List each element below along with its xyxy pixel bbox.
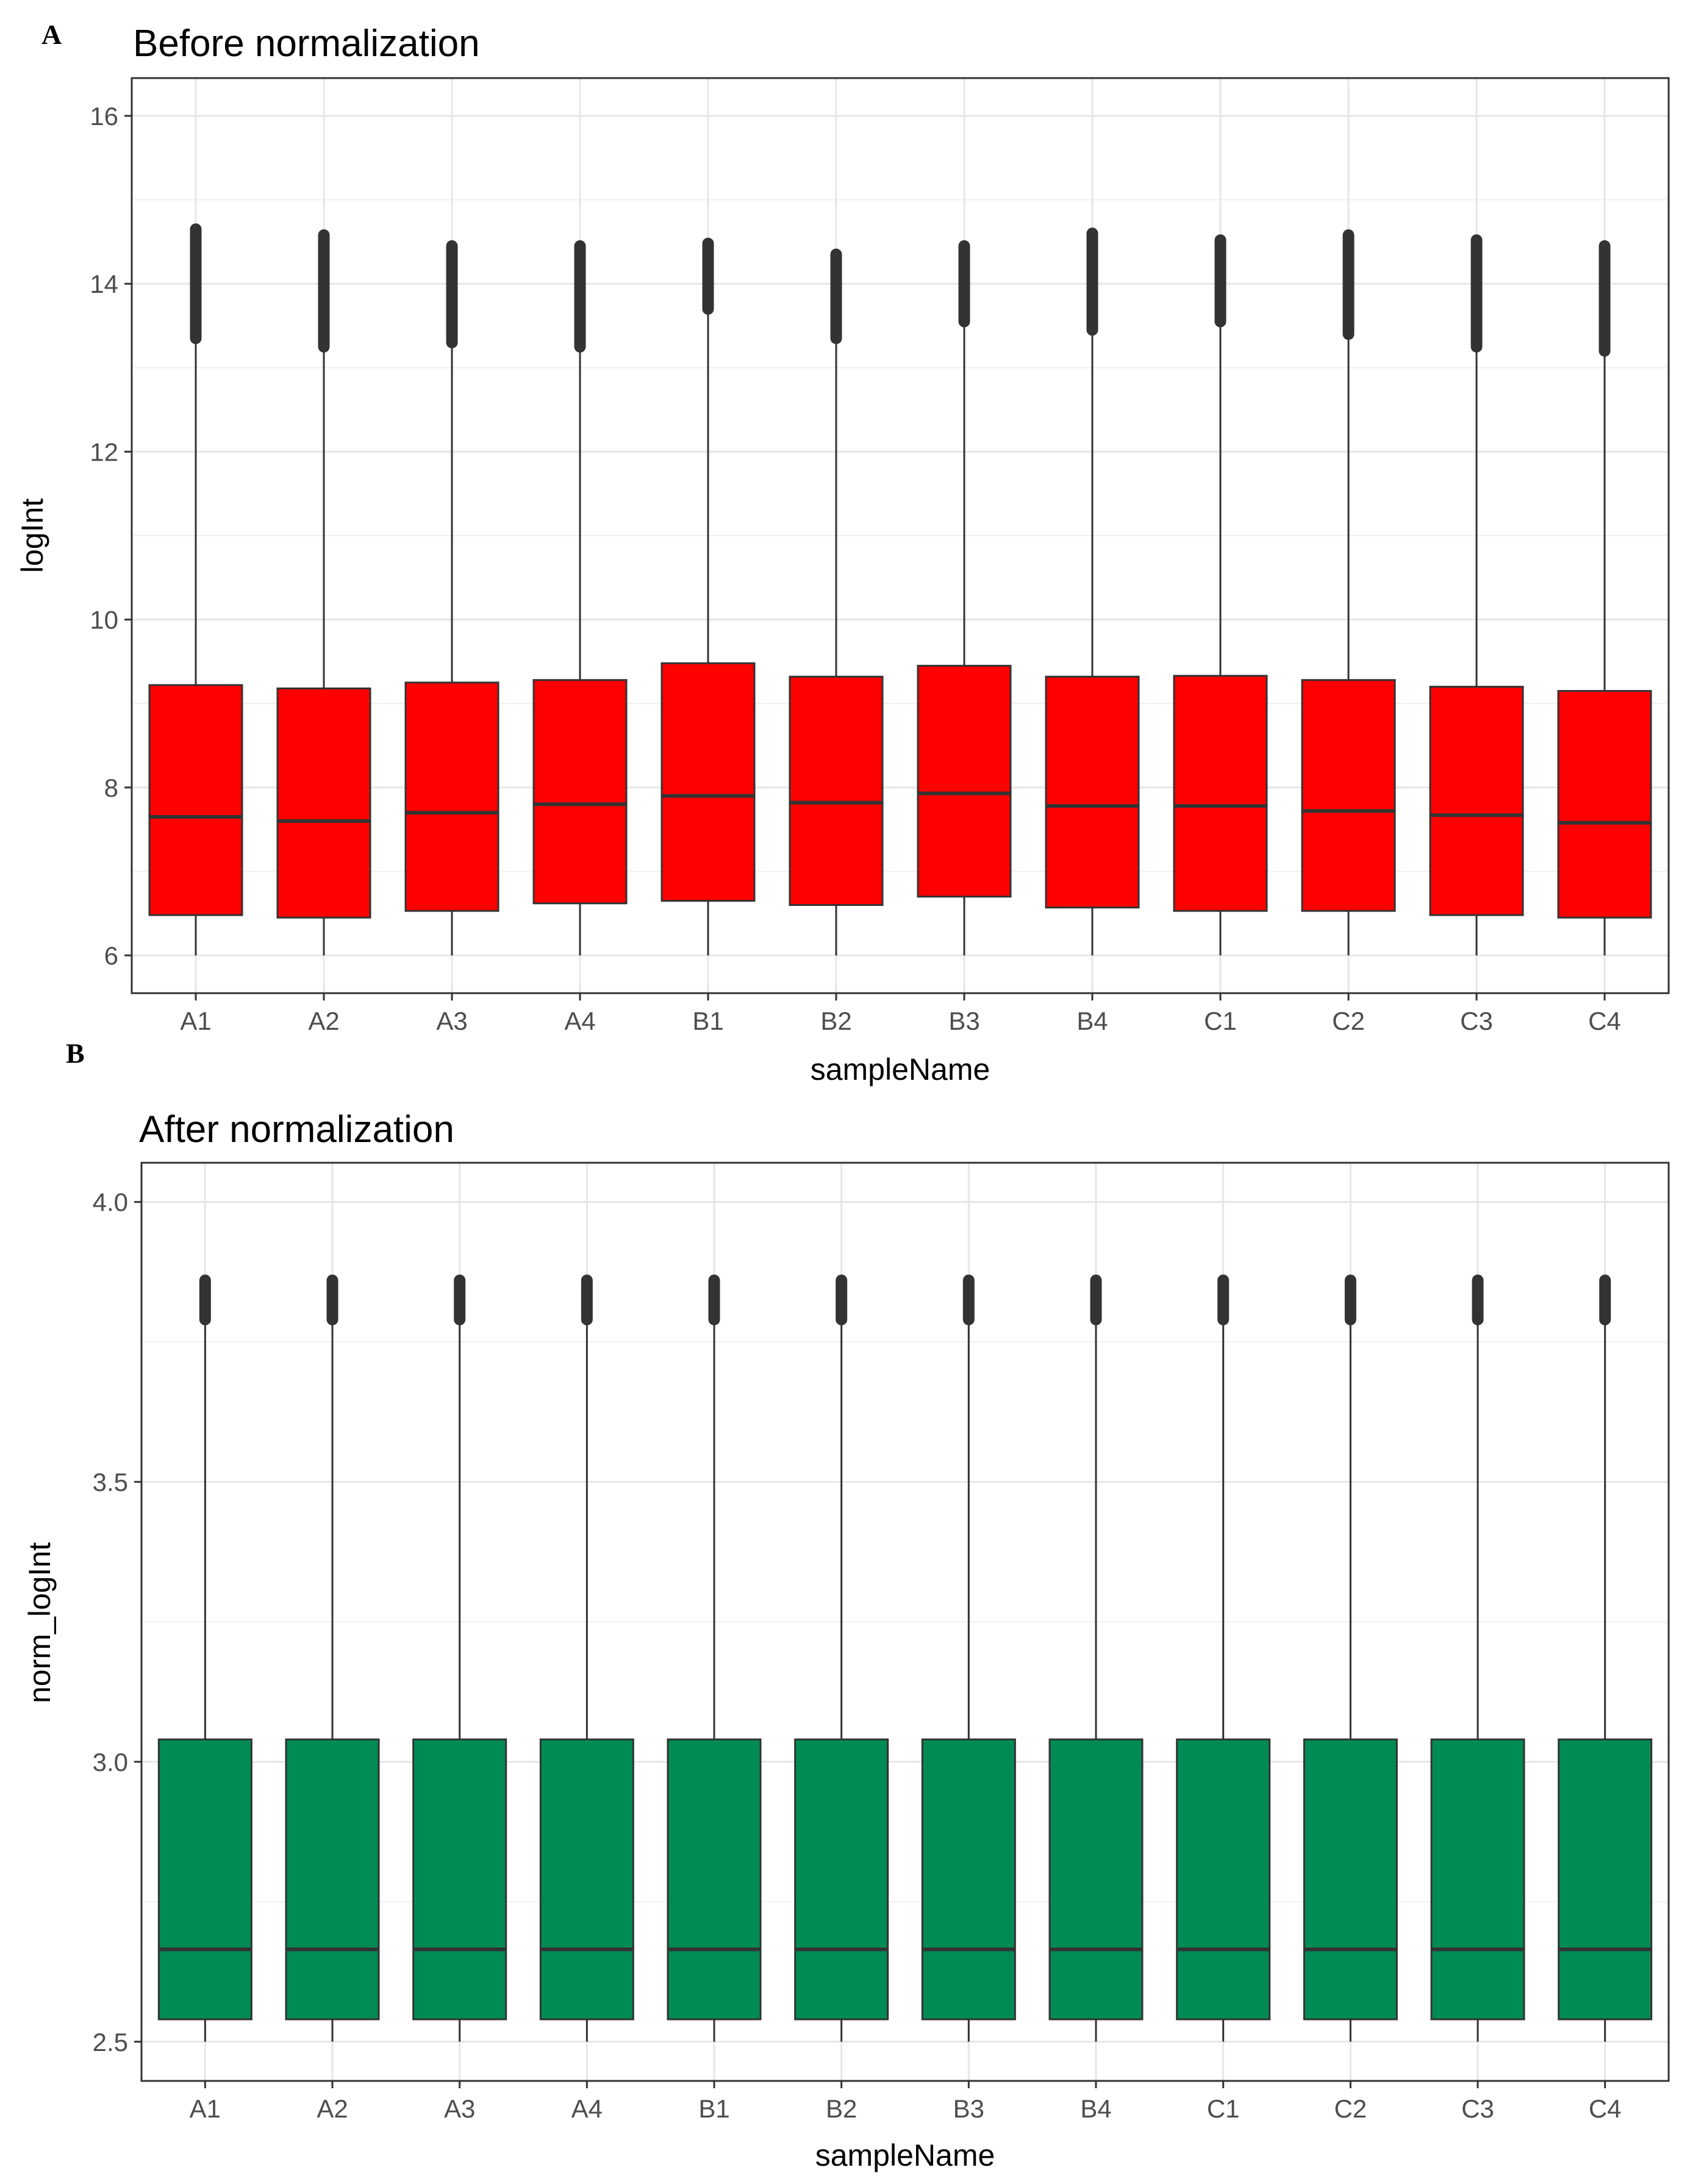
panel-b-boxes — [157, 1274, 1653, 2042]
y-tick-label: 8 — [104, 774, 118, 802]
x-tick-label-C1: C1 — [1204, 1007, 1237, 1035]
box-body — [1303, 1738, 1398, 2021]
box-C4 — [1557, 240, 1652, 956]
box-A4 — [532, 240, 628, 956]
x-tick-label-C2: C2 — [1332, 1007, 1365, 1035]
x-tick-label-A4: A4 — [571, 2094, 603, 2123]
panel-a: A Before normalization 6 8 10 12 14 16 A1 A2 A3 A… — [15, 19, 1670, 1087]
box-body — [661, 662, 756, 902]
box-body — [1557, 690, 1652, 919]
box-body — [148, 684, 243, 916]
box-C1 — [1173, 234, 1268, 956]
x-tick-label-B3: B3 — [948, 1007, 979, 1035]
box-A1 — [148, 223, 243, 956]
box-B4 — [1045, 228, 1140, 956]
box-C2 — [1303, 1274, 1398, 2042]
box-A1 — [157, 1274, 252, 2042]
panel-b-title: After normalization — [139, 1108, 454, 1151]
panel-a-ticks: 6 8 10 12 14 16 A1 A2 A3 A4 B1 B2 B3 B4 C1 C2 C3 C4 — [90, 102, 1621, 1035]
panel-a-border — [131, 77, 1670, 994]
y-tick-label: 3.5 — [93, 1468, 128, 1496]
box-B1 — [667, 1274, 762, 2042]
box-body — [539, 1738, 634, 2021]
x-tick-label-B4: B4 — [1076, 1007, 1108, 1035]
box-C1 — [1176, 1274, 1271, 2042]
x-tick-label-B2: B2 — [820, 1007, 851, 1035]
x-tick-label-C4: C4 — [1588, 1007, 1621, 1035]
x-tick-label-C2: C2 — [1334, 2094, 1367, 2123]
panel-b-ticks: 2.5 3.0 3.5 4.0 A1 A2 A3 A4 B1 B2 B3 B4 C1 C2 C3 C4 — [93, 1188, 1622, 2123]
box-B3 — [917, 240, 1012, 956]
box-body — [1558, 1738, 1653, 2021]
y-tick-label: 2.5 — [93, 2028, 128, 2056]
panel-a-title: Before normalization — [133, 23, 480, 65]
box-body — [917, 664, 1012, 898]
box-body — [921, 1738, 1016, 2021]
panel-a-x-axis-title: sampleName — [811, 1052, 990, 1087]
box-body — [1430, 1738, 1525, 2021]
x-tick-label-A2: A2 — [317, 2094, 348, 2123]
x-tick-label-A4: A4 — [564, 1007, 595, 1035]
x-tick-label-B3: B3 — [953, 2094, 984, 2123]
x-tick-label-B1: B1 — [698, 2094, 729, 2123]
panel-a-label: A — [41, 19, 62, 50]
box-A2 — [276, 229, 371, 956]
box-body — [789, 675, 884, 907]
panel-a-boxes — [148, 223, 1652, 956]
box-body — [157, 1738, 252, 2021]
box-C4 — [1558, 1274, 1653, 2042]
y-tick-label: 6 — [104, 941, 118, 970]
x-tick-label-A3: A3 — [436, 1007, 467, 1035]
y-tick-label: 3.0 — [93, 1748, 128, 1776]
box-body — [1048, 1738, 1144, 2021]
panel-b-label: B — [66, 1038, 85, 1069]
x-tick-label-C3: C3 — [1461, 2094, 1494, 2123]
x-tick-label-B2: B2 — [826, 2094, 857, 2123]
box-B1 — [661, 237, 756, 956]
panel-b-y-axis-title: norm_logInt — [23, 1542, 57, 1703]
box-body — [532, 679, 628, 905]
panel-b: B After normalization 2.5 3.0 3.5 4.0 A1 A2 A3… — [23, 1038, 1670, 2172]
box-body — [412, 1738, 507, 2021]
box-B4 — [1048, 1274, 1144, 2042]
panel-b-x-axis-title: sampleName — [815, 2138, 995, 2172]
box-body — [667, 1738, 762, 2021]
box-B3 — [921, 1274, 1016, 2042]
x-tick-label-A3: A3 — [444, 2094, 475, 2123]
x-tick-label-B1: B1 — [692, 1007, 723, 1035]
box-B2 — [794, 1274, 889, 2042]
x-tick-label-B4: B4 — [1080, 2094, 1111, 2123]
y-tick-label: 12 — [90, 437, 118, 466]
box-A3 — [412, 1274, 507, 2042]
x-tick-label-C1: C1 — [1207, 2094, 1240, 2123]
box-body — [1301, 679, 1396, 912]
box-body — [285, 1738, 380, 2021]
x-tick-label-A2: A2 — [308, 1007, 339, 1035]
box-A4 — [539, 1274, 634, 2042]
box-C3 — [1429, 234, 1524, 956]
box-body — [1173, 675, 1268, 912]
x-tick-label-A1: A1 — [180, 1007, 211, 1035]
box-B2 — [789, 248, 884, 956]
box-C2 — [1301, 229, 1396, 956]
y-tick-label: 14 — [90, 270, 118, 298]
x-tick-label-A1: A1 — [190, 2094, 221, 2123]
y-tick-label: 16 — [90, 102, 118, 131]
panel-b-border — [140, 1162, 1670, 2082]
y-tick-label: 4.0 — [93, 1188, 128, 1216]
panel-a-y-axis-title: logInt — [15, 498, 49, 573]
y-tick-label: 10 — [90, 606, 118, 634]
x-tick-label-C4: C4 — [1589, 2094, 1622, 2123]
box-A2 — [285, 1274, 380, 2042]
box-body — [404, 681, 499, 912]
box-body — [1045, 675, 1140, 909]
box-A3 — [404, 240, 499, 956]
box-body — [1176, 1738, 1271, 2021]
box-C3 — [1430, 1274, 1525, 2042]
box-body — [1429, 686, 1524, 916]
box-body — [276, 687, 371, 919]
box-body — [794, 1738, 889, 2021]
x-tick-label-C3: C3 — [1460, 1007, 1493, 1035]
